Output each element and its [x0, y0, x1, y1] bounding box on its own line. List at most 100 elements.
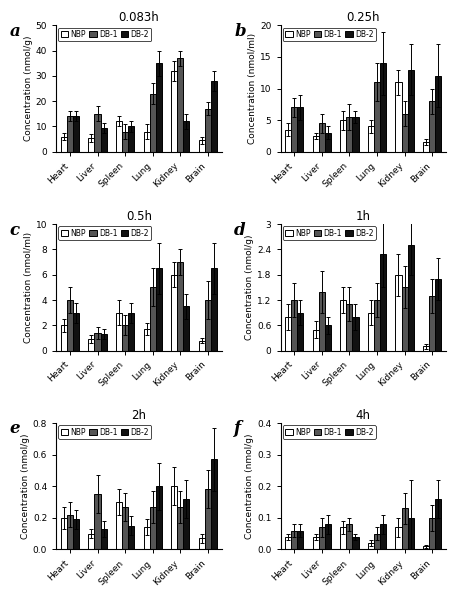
Bar [285, 537, 291, 550]
Bar [149, 288, 156, 350]
Bar [61, 325, 67, 350]
Bar [340, 527, 346, 550]
Bar [313, 537, 319, 550]
Bar [368, 313, 374, 350]
Bar [340, 120, 346, 152]
Bar [325, 133, 331, 152]
Title: 0.5h: 0.5h [126, 210, 152, 223]
Y-axis label: Concentration (nmol/g): Concentration (nmol/g) [245, 234, 255, 340]
Bar [291, 108, 298, 152]
Bar [177, 262, 183, 350]
Text: b: b [234, 23, 246, 39]
Bar [177, 58, 183, 152]
Bar [122, 507, 128, 550]
Bar [171, 71, 177, 152]
Bar [423, 346, 429, 350]
Bar [67, 117, 73, 152]
Bar [73, 117, 79, 152]
Title: 0.083h: 0.083h [118, 11, 159, 24]
Bar [380, 63, 386, 152]
Bar [285, 130, 291, 152]
Bar [205, 109, 211, 152]
Y-axis label: Concentration (nmol/g): Concentration (nmol/g) [245, 434, 255, 539]
Bar [116, 121, 122, 152]
Bar [199, 141, 205, 152]
Legend: NBP, DB-1, DB-2: NBP, DB-1, DB-2 [283, 28, 376, 41]
Bar [67, 515, 73, 550]
Bar [101, 529, 106, 550]
Text: e: e [10, 420, 21, 438]
Title: 0.25h: 0.25h [346, 11, 380, 24]
Bar [177, 507, 183, 550]
Bar [402, 288, 408, 350]
Bar [368, 126, 374, 152]
Bar [402, 114, 408, 152]
Bar [346, 524, 352, 550]
Bar [95, 494, 101, 550]
Bar [298, 530, 303, 550]
Bar [368, 543, 374, 550]
Legend: NBP, DB-1, DB-2: NBP, DB-1, DB-2 [58, 425, 151, 439]
Bar [183, 306, 189, 350]
Y-axis label: Concentration (nmol/g): Concentration (nmol/g) [24, 36, 33, 141]
Bar [298, 313, 303, 350]
Y-axis label: Concentration (nmol/ml): Concentration (nmol/ml) [248, 33, 257, 144]
Text: c: c [10, 222, 20, 239]
Bar [183, 121, 189, 152]
Text: f: f [234, 420, 241, 438]
Bar [61, 518, 67, 550]
Bar [374, 82, 380, 152]
Bar [128, 526, 134, 550]
Bar [395, 274, 402, 350]
Bar [183, 499, 189, 550]
Bar [171, 486, 177, 550]
Bar [352, 117, 359, 152]
Bar [340, 300, 346, 350]
Bar [149, 93, 156, 152]
Legend: NBP, DB-1, DB-2: NBP, DB-1, DB-2 [58, 227, 151, 240]
Bar [380, 524, 386, 550]
Bar [429, 518, 435, 550]
Bar [435, 76, 441, 152]
Bar [346, 304, 352, 350]
Bar [89, 339, 95, 350]
Bar [156, 63, 162, 152]
Bar [346, 117, 352, 152]
Bar [205, 300, 211, 350]
Text: a: a [10, 23, 21, 39]
Bar [205, 489, 211, 550]
Bar [116, 502, 122, 550]
Bar [101, 334, 106, 350]
Bar [116, 313, 122, 350]
Bar [313, 329, 319, 350]
Bar [325, 524, 331, 550]
Bar [95, 333, 101, 350]
Bar [67, 300, 73, 350]
Bar [380, 254, 386, 350]
Bar [143, 527, 149, 550]
Bar [423, 547, 429, 550]
Bar [211, 459, 217, 550]
Bar [95, 114, 101, 152]
Bar [352, 317, 359, 350]
Bar [319, 123, 325, 152]
Bar [156, 486, 162, 550]
Bar [143, 132, 149, 152]
Bar [101, 128, 106, 152]
Bar [423, 142, 429, 152]
Bar [128, 313, 134, 350]
Bar [395, 82, 402, 152]
Bar [408, 518, 414, 550]
Bar [211, 81, 217, 152]
Bar [89, 533, 95, 550]
Bar [156, 269, 162, 350]
Bar [374, 300, 380, 350]
Bar [171, 274, 177, 350]
Bar [313, 136, 319, 152]
Bar [122, 132, 128, 152]
Bar [402, 508, 408, 550]
Legend: NBP, DB-1, DB-2: NBP, DB-1, DB-2 [283, 227, 376, 240]
Bar [199, 340, 205, 350]
Bar [298, 108, 303, 152]
Bar [285, 317, 291, 350]
